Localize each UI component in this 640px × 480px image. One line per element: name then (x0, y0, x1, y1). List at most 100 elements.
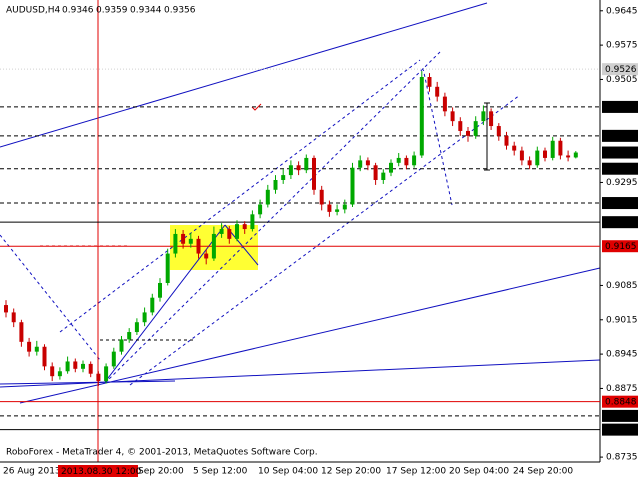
level-label: 0.8791 (605, 426, 637, 436)
candle-body (566, 155, 571, 158)
candle-body (211, 233, 216, 259)
y-tick-label: 0.8875 (606, 384, 638, 394)
candle-body (142, 312, 147, 323)
level-box (602, 409, 638, 422)
wave-line (104, 224, 226, 383)
candle-body (358, 160, 363, 168)
candle-body (196, 238, 201, 254)
candle-body (396, 157, 401, 163)
candle-body (265, 189, 270, 205)
candle-body (342, 204, 347, 210)
level-label: 0.9526 (605, 65, 637, 75)
candle-body (273, 179, 278, 190)
candle-body (435, 86, 440, 97)
candle-body (543, 150, 547, 158)
level-label: 0.9214 (605, 218, 637, 228)
check-mark (251, 103, 262, 111)
header-value: 0.9344 (130, 6, 162, 16)
y-tick-label: 0.9575 (606, 41, 638, 51)
level-box (602, 216, 638, 229)
candle-body (335, 209, 340, 212)
marker-label: 2013.08.30 12:00 (61, 467, 142, 477)
level-box (602, 197, 638, 210)
candle-body (134, 322, 139, 333)
candle-body (50, 366, 55, 377)
chart-title: AUDUSD,H4 (6, 6, 61, 16)
candle-body (419, 77, 424, 156)
candle-body (504, 135, 509, 146)
level-box (602, 395, 638, 408)
level-box (602, 100, 638, 113)
candle-body (150, 297, 155, 313)
candle-body (496, 126, 501, 136)
candle-body (42, 346, 47, 367)
candle-body (19, 322, 24, 342)
y-tick-label: 0.8945 (606, 350, 638, 360)
candle-body (466, 130, 470, 136)
level-label: 0.9253 (605, 199, 637, 209)
candle-body (181, 233, 186, 244)
candle-body (173, 233, 178, 254)
candle-body (235, 224, 239, 239)
candle-body (57, 371, 62, 377)
x-tick-label: 26 Aug 2013 (3, 467, 61, 477)
candle-body (81, 363, 85, 369)
header-value: 0.9359 (96, 6, 128, 16)
candle-body (65, 361, 70, 372)
candle-body (188, 238, 193, 244)
candle-body (242, 224, 247, 230)
candle-body (96, 373, 101, 382)
candle-body (550, 140, 555, 158)
marker-box (58, 465, 138, 477)
x-tick-label: Sep 20:00 (138, 467, 184, 477)
candle-body (389, 162, 393, 173)
level-box (602, 240, 638, 253)
candle-body (473, 121, 478, 136)
candle-body (481, 111, 486, 122)
candle-body (442, 96, 447, 112)
header-value: 0.9346 (62, 6, 94, 16)
candle-body (527, 160, 532, 166)
candles (4, 71, 578, 386)
candle-body (250, 214, 255, 230)
level-label: 0.9356 (605, 149, 637, 159)
candle-body (558, 140, 563, 156)
candle-body (281, 175, 286, 180)
level-box (602, 423, 638, 436)
candle-body (365, 160, 370, 166)
candle-body (381, 172, 386, 180)
y-tick-label: 0.9295 (606, 178, 638, 188)
level-label: 0.9390 (605, 132, 637, 142)
y-tick-label: 0.8735 (606, 453, 638, 463)
candle-body (312, 157, 316, 190)
candle-body (489, 111, 494, 127)
candle-body (319, 189, 324, 205)
x-tick-label: 20 Sep 04:00 (449, 467, 509, 477)
trend-line (19, 267, 601, 404)
candle-body (119, 339, 124, 352)
x-tick-label: 24 Sep 20:00 (513, 467, 573, 477)
y-tick-label: 0.9015 (606, 315, 638, 325)
candle-body (350, 167, 355, 205)
candle-body (127, 332, 132, 340)
level-box (602, 129, 638, 142)
candle-body (512, 145, 517, 151)
y-tick-label: 0.9085 (606, 281, 638, 291)
candle-body (296, 165, 301, 171)
header-value: 0.9356 (164, 6, 196, 16)
wave-line (422, 67, 453, 206)
candle-body (88, 363, 93, 374)
candle-body (450, 111, 455, 122)
level-label: 0.9323 (605, 165, 637, 175)
channel-line (104, 51, 441, 384)
candle-body (519, 150, 524, 161)
candle-body (373, 165, 378, 180)
candle-body (34, 346, 39, 352)
candle-body (158, 282, 162, 298)
level-box (602, 63, 638, 76)
level-label: 0.9449 (605, 103, 637, 113)
level-label: 0.8819 (605, 412, 637, 422)
